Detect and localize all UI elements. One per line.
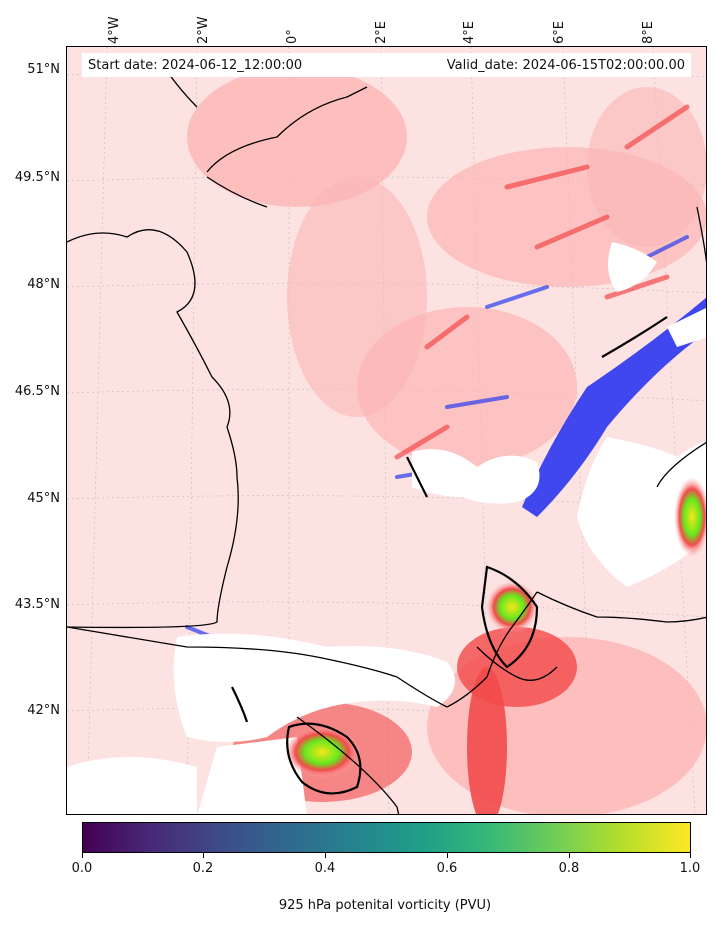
colorbar-title: 925 hPa potenital vorticity (PVU)	[278, 898, 492, 913]
colorbar	[82, 822, 691, 853]
lon-label-4w: 4°W	[107, 16, 122, 44]
lon-label-0: 0°	[285, 29, 300, 44]
map-panel	[66, 46, 707, 815]
coastline	[67, 56, 706, 814]
colorbar-tick	[82, 853, 83, 858]
hot-core-pyrenees	[284, 726, 360, 778]
colorbar-tick	[447, 853, 448, 858]
colorbar-tick	[690, 853, 691, 858]
vorticity-streaks	[394, 104, 690, 460]
lat-label-49-5n: 49.5°N	[14, 170, 60, 185]
info-bar: Start date: 2024-06-12_12:00:00 Valid_da…	[82, 53, 691, 77]
alpine-negative-band	[522, 297, 706, 517]
terrain-mask	[67, 242, 706, 814]
colorbar-tick	[325, 853, 326, 858]
vorticity-field-map	[67, 47, 706, 814]
lat-label-48n: 48°N	[27, 277, 60, 292]
pv-contours	[231, 316, 668, 795]
lat-label-45n: 45°N	[27, 491, 60, 506]
lon-label-4e: 4°E	[462, 21, 477, 44]
colorbar-tick-label: 0.0	[71, 861, 93, 876]
colorbar-tick	[203, 853, 204, 858]
valid-date-label: Valid_date: 2024-06-15T02:00:00.00	[446, 58, 685, 73]
hot-core-east	[674, 477, 706, 557]
lon-label-8e: 8°E	[641, 21, 656, 44]
colorbar-tick-label: 0.2	[192, 861, 214, 876]
colorbar-tick	[569, 853, 570, 858]
lon-label-2e: 2°E	[374, 21, 389, 44]
colorbar-tick-label: 0.4	[314, 861, 336, 876]
start-date-label: Start date: 2024-06-12_12:00:00	[88, 58, 303, 73]
lat-label-42n: 42°N	[27, 703, 60, 718]
colorbar-tick-label: 0.8	[558, 861, 580, 876]
lon-label-2w: 2°W	[196, 16, 211, 44]
hot-core-alps	[486, 581, 538, 633]
lat-label-46-5n: 46.5°N	[14, 384, 60, 399]
lon-label-6e: 6°E	[552, 21, 567, 44]
colorbar-tick-label: 1.0	[679, 861, 701, 876]
lat-label-43-5n: 43.5°N	[14, 597, 60, 612]
lat-label-51n: 51°N	[27, 62, 60, 77]
colorbar-tick-label: 0.6	[436, 861, 458, 876]
